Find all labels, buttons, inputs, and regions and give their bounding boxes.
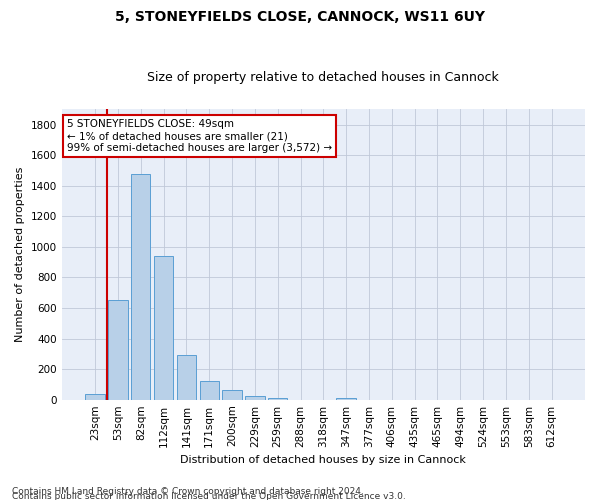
Bar [177,356,196,400]
Bar [85,394,105,400]
Text: 5 STONEYFIELDS CLOSE: 49sqm
← 1% of detached houses are smaller (21)
99% of semi: 5 STONEYFIELDS CLOSE: 49sqm ← 1% of deta… [67,120,332,152]
Bar [108,300,128,400]
Title: Size of property relative to detached houses in Cannock: Size of property relative to detached ho… [148,72,499,85]
Y-axis label: Number of detached properties: Number of detached properties [15,167,25,342]
X-axis label: Distribution of detached houses by size in Cannock: Distribution of detached houses by size … [181,455,466,465]
Text: Contains HM Land Registry data © Crown copyright and database right 2024.: Contains HM Land Registry data © Crown c… [12,486,364,496]
Bar [154,256,173,400]
Bar [268,398,287,400]
Text: 5, STONEYFIELDS CLOSE, CANNOCK, WS11 6UY: 5, STONEYFIELDS CLOSE, CANNOCK, WS11 6UY [115,10,485,24]
Text: Contains public sector information licensed under the Open Government Licence v3: Contains public sector information licen… [12,492,406,500]
Bar [200,380,219,400]
Bar [337,398,356,400]
Bar [245,396,265,400]
Bar [131,174,151,400]
Bar [223,390,242,400]
